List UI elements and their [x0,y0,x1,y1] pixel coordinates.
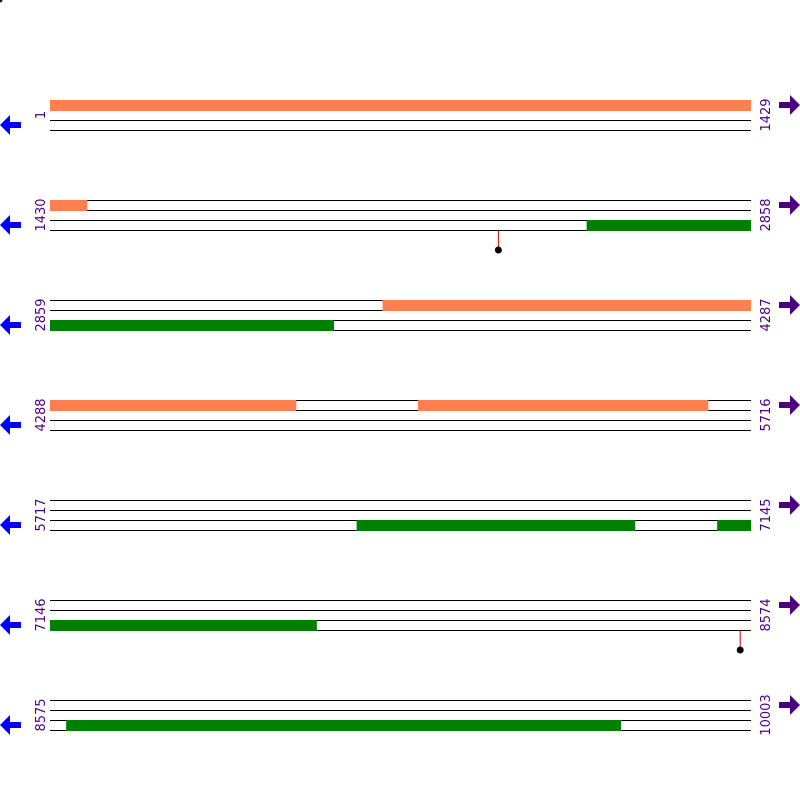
arrow-left-icon[interactable] [0,615,21,635]
arrow-left-icon[interactable] [0,215,21,235]
row-end-label: 7145 [759,498,774,531]
forward-feature-bar[interactable] [50,100,751,111]
arrow-right-icon[interactable] [779,195,800,215]
arrow-left-icon[interactable] [0,715,21,735]
site-marker-dot[interactable] [494,246,502,254]
arrow-left-icon[interactable] [0,415,21,435]
sequence-row: 2859 4287 [0,295,800,335]
sequence-row: 7146 8574 [0,595,800,654]
row-start-label: 8575 [34,698,49,731]
reverse-feature-bar[interactable] [717,520,751,531]
sequence-row: 5717 7145 [0,495,800,535]
arrow-left-icon[interactable] [0,315,21,335]
arrow-right-icon[interactable] [779,295,800,315]
row-end-label: 8574 [759,598,774,631]
forward-feature-bar[interactable] [50,200,88,211]
row-end-label: 10003 [759,694,774,735]
arrow-right-icon[interactable] [779,695,800,715]
arrow-right-icon[interactable] [779,95,800,115]
row-start-label: 4288 [34,398,49,431]
sequence-row: 1430 2858 [0,195,800,254]
sequence-row: 1 1429 [0,95,800,135]
row-start-label: 7146 [34,598,49,631]
row-start-label: 2859 [34,298,49,331]
arrow-right-icon[interactable] [779,395,800,415]
row-start-label: 1430 [34,198,49,231]
corner-dot [0,0,3,3]
reverse-feature-bar[interactable] [50,620,317,631]
reverse-feature-bar[interactable] [586,220,751,231]
arrow-left-icon[interactable] [0,515,21,535]
sequence-row: 8575 10003 [0,694,800,736]
reverse-feature-bar[interactable] [356,520,636,531]
row-start-label: 5717 [34,498,49,531]
forward-feature-bar[interactable] [382,300,751,311]
reverse-feature-bar[interactable] [66,720,622,731]
row-end-label: 1429 [759,98,774,131]
row-end-label: 2858 [759,198,774,231]
sequence-row: 4288 5716 [0,395,800,435]
row-end-label: 4287 [759,298,774,331]
arrow-left-icon[interactable] [0,115,21,135]
arrow-right-icon[interactable] [779,595,800,615]
reverse-feature-bar[interactable] [50,320,335,331]
forward-feature-bar[interactable] [50,400,297,411]
arrow-right-icon[interactable] [779,495,800,515]
row-end-label: 5716 [759,398,774,431]
row-start-label: 1 [34,111,49,119]
site-marker-dot[interactable] [736,646,744,654]
forward-feature-bar[interactable] [417,400,709,411]
